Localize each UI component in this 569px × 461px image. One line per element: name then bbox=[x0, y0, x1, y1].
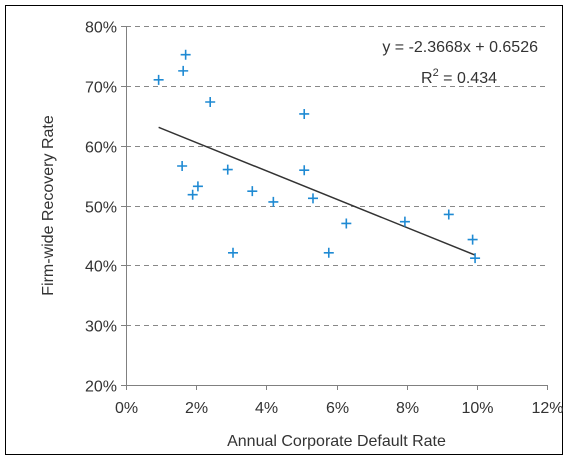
y-tick-label: 80% bbox=[85, 20, 117, 37]
data-point bbox=[247, 186, 258, 197]
r-squared-exponent: 2 bbox=[433, 67, 439, 79]
data-point bbox=[187, 189, 198, 200]
data-point bbox=[341, 218, 352, 229]
data-point bbox=[180, 49, 191, 60]
data-point bbox=[467, 234, 478, 245]
data-points bbox=[153, 49, 481, 264]
r-squared-label: R2 = 0.434 bbox=[421, 67, 497, 87]
data-point bbox=[470, 253, 481, 264]
y-tick-label: 40% bbox=[85, 259, 117, 276]
x-tick-label: 4% bbox=[255, 400, 278, 417]
y-tick-label: 70% bbox=[85, 80, 117, 97]
x-tick-label: 10% bbox=[461, 400, 493, 417]
y-tick-label: 20% bbox=[85, 379, 117, 396]
trendline-group bbox=[158, 126, 476, 256]
data-point bbox=[192, 181, 203, 192]
data-point bbox=[177, 161, 188, 172]
data-point bbox=[153, 74, 164, 85]
y-tick-label: 50% bbox=[85, 200, 117, 217]
x-axis-title: Annual Corporate Default Rate bbox=[227, 433, 446, 450]
x-tick-label: 0% bbox=[115, 400, 138, 417]
chart-frame bbox=[5, 5, 563, 455]
y-axis-title: Firm-wide Recovery Rate bbox=[40, 115, 57, 296]
data-point bbox=[399, 216, 410, 227]
data-point bbox=[299, 108, 310, 119]
data-point bbox=[323, 247, 334, 258]
r-squared-symbol: R bbox=[421, 70, 433, 87]
y-tick-label: 60% bbox=[85, 140, 117, 157]
x-tick-label: 8% bbox=[396, 400, 419, 417]
data-point bbox=[228, 247, 239, 258]
data-point bbox=[268, 196, 279, 207]
data-point bbox=[307, 193, 318, 204]
r-squared-value: = 0.434 bbox=[439, 70, 497, 87]
axis-ticks: 20% 30% 40% 50% 60% 70% 80% 0% 2% 4% 6% 8% 10% 12% bbox=[85, 20, 564, 418]
grid-lines bbox=[126, 26, 547, 326]
y-tick-label: 30% bbox=[85, 319, 117, 336]
trendline bbox=[158, 126, 476, 256]
data-point bbox=[299, 165, 310, 176]
data-point bbox=[443, 209, 454, 220]
x-tick-label: 2% bbox=[185, 400, 208, 417]
data-point bbox=[222, 164, 233, 175]
data-point bbox=[205, 96, 216, 107]
x-tick-label: 6% bbox=[326, 400, 349, 417]
x-tick-label: 12% bbox=[531, 400, 563, 417]
trendline-equation: y = -2.3668x + 0.6526 bbox=[382, 39, 538, 56]
data-point bbox=[178, 65, 189, 76]
